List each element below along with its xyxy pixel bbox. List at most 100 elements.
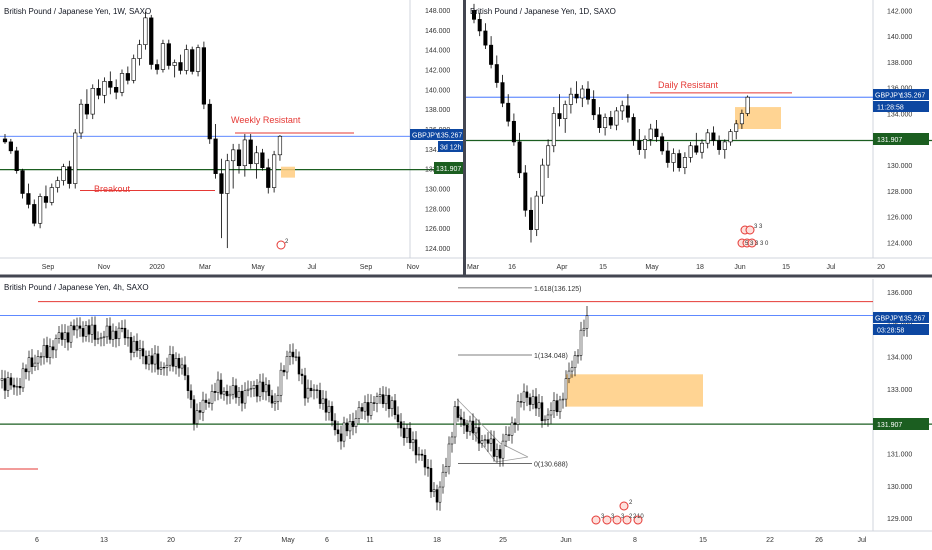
h4-candle: [330, 405, 334, 421]
weekly-candle: [219, 173, 224, 194]
daily-candle: [603, 117, 608, 129]
h4-candle: [552, 400, 556, 411]
weekly-x-tick: May: [251, 264, 265, 271]
weekly-y-tick: 148.000: [425, 8, 450, 15]
h4-candle: [480, 440, 484, 444]
h4-candle: [471, 420, 475, 434]
weekly-candle: [90, 88, 95, 115]
h4-candle: [162, 367, 166, 369]
h4-candle: [159, 367, 163, 370]
h4-candle: [519, 401, 523, 403]
h4-candle: [138, 348, 142, 351]
h4-candle: [360, 407, 364, 412]
daily-candle: [528, 209, 533, 230]
weekly-countdown: 3d 12h: [440, 145, 462, 152]
weekly-candle: [2, 138, 8, 143]
h4-candle: [300, 373, 304, 376]
h4-event-count-6: 10: [637, 514, 644, 520]
daily-candle: [500, 82, 505, 104]
daily-candle: [534, 195, 539, 230]
h4-candle: [54, 338, 58, 351]
h4-candle: [84, 325, 88, 337]
h4-demand-zone[interactable]: [566, 374, 703, 407]
h4-candle: [528, 397, 532, 405]
weekly-x-tick: Nov: [407, 264, 420, 271]
h4-candle: [153, 353, 157, 365]
h4-candle: [450, 436, 454, 445]
h4-candle: [27, 357, 31, 373]
h4-candle: [381, 394, 385, 405]
h4-candle: [285, 356, 289, 373]
daily-x-tick: May: [645, 264, 659, 271]
weekly-candle: [254, 152, 259, 165]
weekly-y-tick: 128.000: [425, 206, 450, 213]
h4-candle: [297, 356, 301, 375]
h4-candles: [0, 305, 589, 511]
weekly-candle: [260, 152, 265, 168]
h4-candle: [288, 351, 292, 357]
weekly-candle: [37, 196, 43, 224]
weekly-candle: [225, 160, 230, 194]
h4-candle: [33, 362, 37, 367]
h4-candle: [414, 439, 418, 456]
h4-candle: [507, 434, 511, 436]
h4-candle: [78, 325, 82, 329]
h4-candle: [198, 410, 202, 413]
h4-candle: [477, 427, 481, 444]
h4-pennant-upper[interactable]: [456, 398, 529, 458]
h4-candle: [543, 419, 547, 422]
weekly-demand-zone[interactable]: [281, 166, 295, 178]
weekly-candle: [149, 17, 154, 65]
h4-candle: [6, 377, 10, 391]
h4-title: British Pound / Japanese Yen, 4h, SAXO: [4, 283, 149, 292]
weekly-candle: [137, 44, 142, 59]
weekly-candle: [119, 73, 125, 93]
h4-candle: [582, 328, 586, 331]
h4-x-tick: 22: [766, 537, 774, 544]
h4-candle: [258, 381, 262, 397]
h4-candle: [51, 346, 55, 351]
h4-candle: [408, 428, 412, 444]
weekly-candle: [73, 132, 78, 184]
h4-event-markers[interactable]: 2 3 3 3 2 2 10: [591, 500, 644, 525]
h4-fib-extension[interactable]: 1.618(136.125) 1(134.048) 0(130.688): [458, 286, 581, 469]
weekly-event-marker[interactable]: 2: [276, 239, 289, 250]
h4-candle: [372, 402, 376, 404]
weekly-candle: [271, 154, 277, 188]
daily-event-markers[interactable]: 3 3 5 3 3 3 0: [737, 224, 769, 248]
h4-candle: [375, 396, 379, 404]
daily-candle: [631, 117, 636, 141]
daily-x-tick: Apr: [557, 264, 569, 271]
h4-candle: [558, 399, 562, 413]
h4-panel[interactable]: [0, 279, 932, 529]
h4-candle: [30, 357, 34, 367]
h4-candle: [348, 421, 352, 432]
daily-y-tick: 126.000: [887, 215, 912, 222]
h4-candle: [462, 419, 466, 426]
h4-x-tick: Jun: [560, 537, 571, 544]
h4-candle: [573, 355, 577, 368]
weekly-candle: [8, 141, 13, 152]
h4-event-count-5: 2: [633, 514, 637, 520]
weekly-y-tick: 138.000: [425, 107, 450, 114]
daily-candle: [728, 131, 733, 143]
weekly-candle: [155, 64, 160, 70]
h4-candle: [243, 390, 247, 404]
daily-y-tick: 124.000: [887, 241, 912, 248]
h4-candle: [384, 394, 388, 405]
daily-panel[interactable]: [466, 0, 932, 260]
weekly-panel[interactable]: [0, 0, 463, 260]
h4-candle: [180, 364, 184, 369]
daily-y-tick: 130.000: [887, 163, 912, 170]
daily-x-tick: 20: [877, 264, 885, 271]
daily-candle: [688, 145, 693, 158]
h4-candle: [93, 324, 97, 340]
h4-candle: [366, 402, 370, 416]
weekly-x-tick: 2020: [149, 264, 165, 271]
h4-x-tick: 26: [815, 537, 823, 544]
weekly-candle: [172, 62, 177, 66]
h4-candle: [135, 340, 139, 351]
daily-price-badge: GBPJPY: [875, 93, 903, 100]
weekly-candle: [190, 49, 195, 72]
